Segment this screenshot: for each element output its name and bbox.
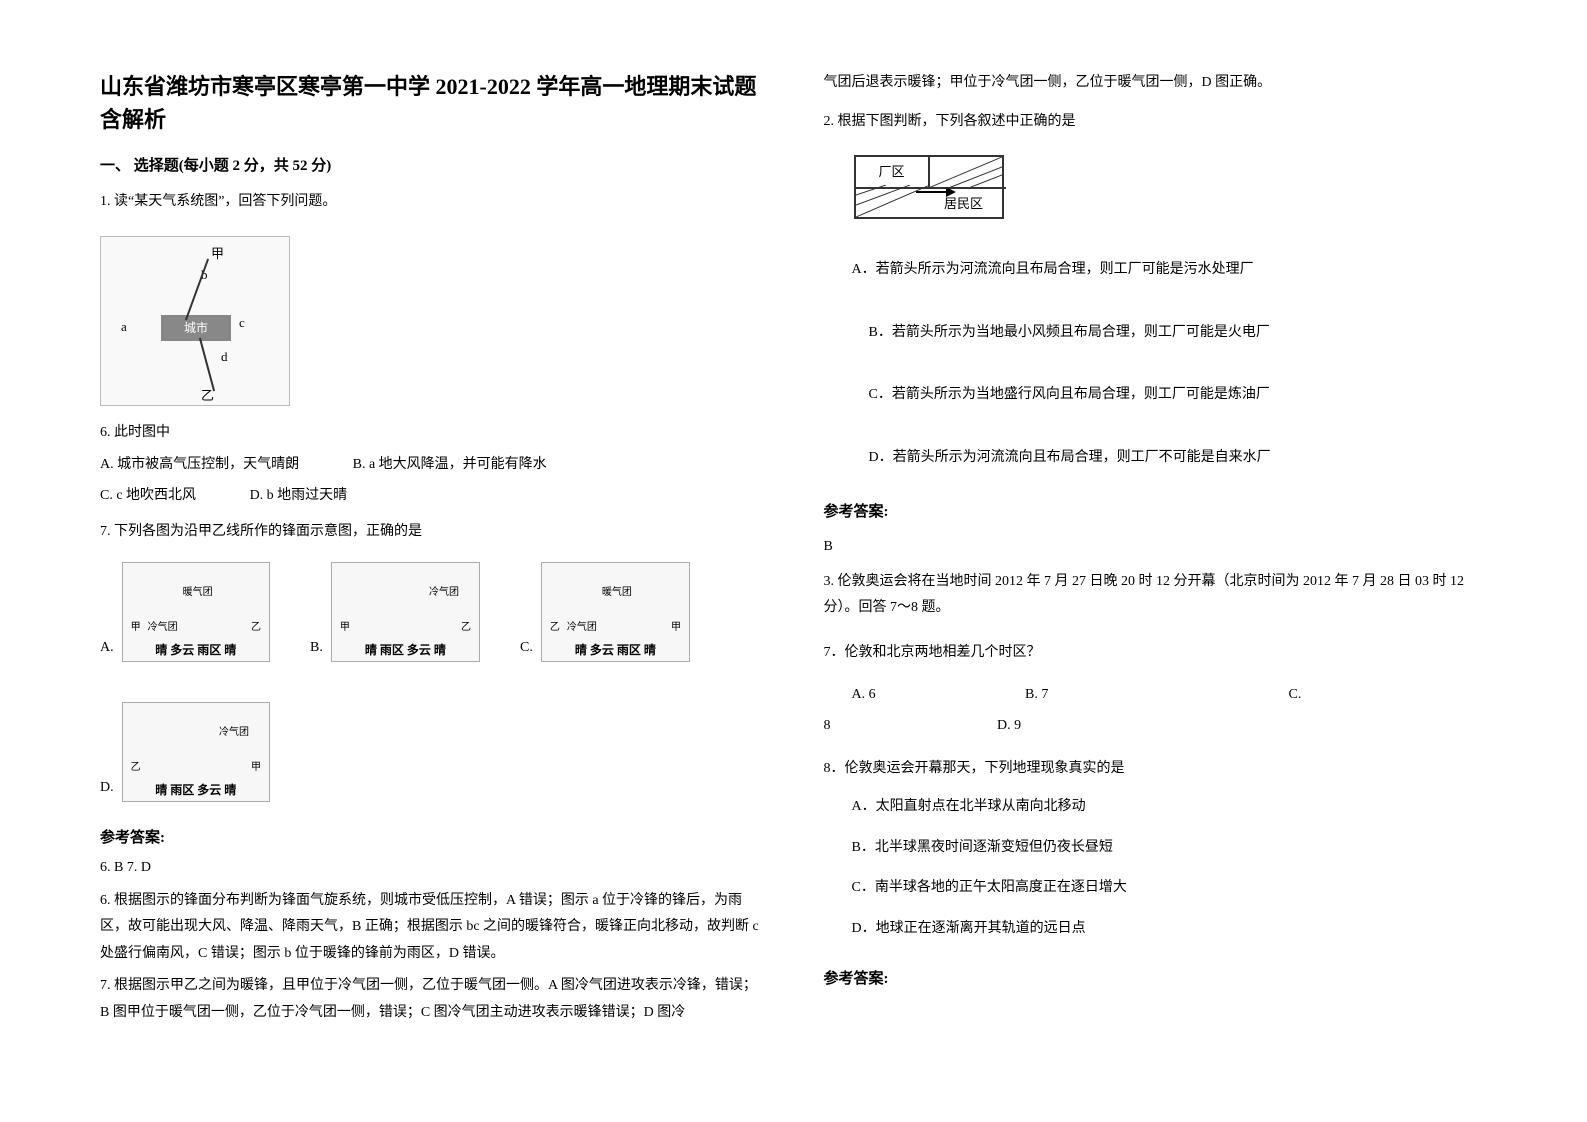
map-city: 城市: [161, 315, 231, 341]
q6-opt-a: A. 城市被高气压控制，天气晴朗: [100, 452, 299, 479]
q1-intro: 1. 读“某天气系统图”，回答下列问题。: [100, 189, 764, 216]
q7-opt-c: C.: [1289, 682, 1302, 709]
q7-opts-line1: A. 6 B. 7 C.: [824, 682, 1488, 709]
q2-stem: 2. 根据下图判断，下列各叙述中正确的是: [824, 109, 1488, 136]
q6-opt-b: B. a 地大风降温，并可能有降水: [353, 452, 547, 479]
diag-d-jia: 甲: [251, 758, 261, 773]
diag-c-caption: 晴 多云 雨区 晴: [542, 641, 689, 658]
q2-opt-b: B．若箭头所示为当地最小风频且布局合理，则工厂可能是火电厂: [824, 320, 1488, 347]
diagram-c: C. 暖气团 乙 冷气团 甲 晴 多云 雨区 晴: [520, 562, 690, 662]
answer-heading-3: 参考答案:: [824, 967, 1488, 988]
diag-b-cold: 冷气团: [429, 583, 459, 598]
diag-b-box: 甲 冷气团 乙 晴 雨区 多云 晴: [331, 562, 480, 662]
diag-c-warm: 暖气团: [602, 583, 632, 598]
answer-explain-7-cont: 气团后退表示暖锋；甲位于冷气团一侧，乙位于暖气团一侧，D 图正确。: [824, 70, 1488, 97]
diag-b-yi: 乙: [461, 618, 471, 633]
answer-heading-1: 参考答案:: [100, 826, 764, 847]
diagram-d: D. 乙 冷气团 甲 晴 雨区 多云 晴: [100, 702, 270, 802]
q6-option-ab: A. 城市被高气压控制，天气晴朗 B. a 地大风降温，并可能有降水: [100, 452, 764, 479]
q7-stem: 7. 下列各图为沿甲乙线所作的锋面示意图，正确的是: [100, 519, 764, 546]
q2-opt-c: C．若箭头所示为当地盛行风向且布局合理，则工厂可能是炼油厂: [824, 382, 1488, 409]
diag-c-cold: 冷气团: [567, 618, 597, 633]
factory-diagram: 厂区 居民区: [854, 155, 1004, 219]
document-title: 山东省潍坊市寒亭区寒亭第一中学 2021-2022 学年高一地理期末试题含解析: [100, 70, 764, 136]
diag-a-box: 暖气团 甲 冷气团 乙 晴 多云 雨区 晴: [122, 562, 270, 662]
diag-a-jia: 甲: [131, 618, 141, 633]
hatch-bottom-left: [856, 185, 930, 217]
diag-c-yi: 乙: [550, 618, 560, 633]
q7-opt-d: D. 9: [997, 713, 1021, 740]
diag-c-box: 暖气团 乙 冷气团 甲 晴 多云 雨区 晴: [541, 562, 690, 662]
q6-option-cd: C. c 地吹西北风 D. b 地雨过天晴: [100, 483, 764, 510]
q8-stem: 8．伦敦奥运会开幕那天，下列地理现象真实的是: [824, 756, 1488, 783]
diag-b-jia: 甲: [340, 618, 350, 633]
q8-opt-c: C．南半球各地的正午太阳高度正在逐日增大: [824, 875, 1488, 902]
q7-opt-a: A. 6: [852, 682, 1022, 709]
weather-map-figure: 甲 b a 城市 c d 乙: [100, 236, 764, 406]
section-heading: 一、 选择题(每小题 2 分，共 52 分): [100, 154, 764, 175]
hatch-top-right: [926, 157, 1002, 189]
answer-2: B: [824, 539, 1488, 555]
cross-section-diagrams: A. 暖气团 甲 冷气团 乙 晴 多云 雨区 晴 B. 甲 冷气团 乙 晴 雨区…: [100, 562, 764, 802]
diag-a-yi: 乙: [251, 618, 261, 633]
warm-front-line: [199, 337, 215, 391]
q7-opt-c-cont: 8: [824, 713, 994, 740]
q3-intro: 3. 伦敦奥运会将在当地时间 2012 年 7 月 27 日晚 20 时 12 …: [824, 569, 1488, 622]
diag-d-yi: 乙: [131, 758, 141, 773]
diag-a-caption: 晴 多云 雨区 晴: [123, 641, 269, 658]
diag-a-warm: 暖气团: [183, 583, 213, 598]
diag-d-box: 乙 冷气团 甲 晴 雨区 多云 晴: [122, 702, 270, 802]
diagram-a: A. 暖气团 甲 冷气团 乙 晴 多云 雨区 晴: [100, 562, 270, 662]
answer-heading-2: 参考答案:: [824, 500, 1488, 521]
q6-opt-d: D. b 地雨过天晴: [250, 483, 348, 510]
map-label-d: d: [221, 349, 228, 365]
answer-explain-7: 7. 根据图示甲乙之间为暖锋，且甲位于冷气团一侧，乙位于暖气团一侧。A 图冷气团…: [100, 973, 764, 1026]
diag-b-caption: 晴 雨区 多云 晴: [332, 641, 479, 658]
diag-a-label: A.: [100, 640, 114, 662]
q7-stem2: 7．伦敦和北京两地相差几个时区？: [824, 640, 1488, 667]
diag-d-label: D.: [100, 780, 114, 802]
diag-d-cold: 冷气团: [219, 723, 249, 738]
cold-front-line: [185, 258, 209, 320]
q7-opt-b: B. 7: [1025, 682, 1285, 709]
answer-line-1: 6. B 7. D: [100, 855, 764, 882]
diag-a-cold: 冷气团: [148, 618, 178, 633]
left-column: 山东省潍坊市寒亭区寒亭第一中学 2021-2022 学年高一地理期末试题含解析 …: [100, 70, 764, 1052]
diag-c-label: C.: [520, 640, 533, 662]
map-label-c: c: [239, 315, 245, 331]
diagram-b: B. 甲 冷气团 乙 晴 雨区 多云 晴: [310, 562, 480, 662]
factory-cell-1: 厂区: [856, 157, 928, 187]
q6-opt-c: C. c 地吹西北风: [100, 483, 196, 510]
weather-map: 甲 b a 城市 c d 乙: [100, 236, 290, 406]
q8-opt-d: D．地球正在逐渐离开其轨道的远日点: [824, 916, 1488, 943]
q6-stem: 6. 此时图中: [100, 420, 764, 447]
diag-b-label: B.: [310, 640, 323, 662]
q8-opt-a: A．太阳直射点在北半球从南向北移动: [824, 794, 1488, 821]
q7-opts-line2: 8 D. 9: [824, 713, 1488, 740]
q2-opt-a: A．若箭头所示为河流流向且布局合理，则工厂可能是污水处理厂: [824, 257, 1488, 284]
map-label-jia: 甲: [211, 243, 224, 262]
answer-explain-6: 6. 根据图示的锋面分布判断为锋面气旋系统，则城市受低压控制，A 错误；图示 a…: [100, 888, 764, 968]
q2-opt-d: D．若箭头所示为河流流向且布局合理，则工厂不可能是自来水厂: [824, 445, 1488, 472]
diag-d-caption: 晴 雨区 多云 晴: [123, 781, 269, 798]
q8-opt-b: B．北半球黑夜时间逐渐变短但仍夜长昼短: [824, 835, 1488, 862]
right-column: 气团后退表示暖锋；甲位于冷气团一侧，乙位于暖气团一侧，D 图正确。 2. 根据下…: [824, 70, 1488, 1052]
map-label-a: a: [121, 319, 127, 335]
diag-c-jia: 甲: [671, 618, 681, 633]
